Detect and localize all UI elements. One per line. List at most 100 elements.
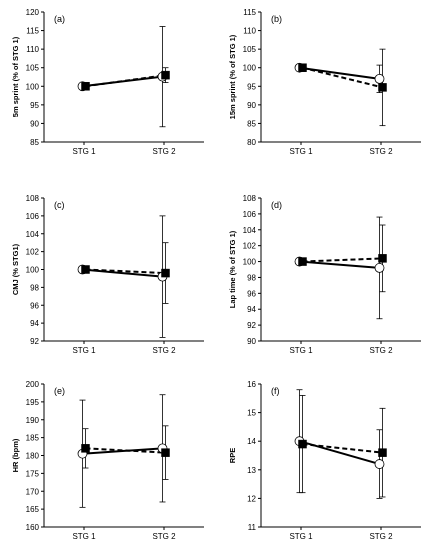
- x-tick-label: STG 2: [152, 346, 176, 355]
- x-tick-label: STG 2: [369, 532, 393, 541]
- y-tick-label: 110: [243, 27, 256, 36]
- y-tick-label: 85: [247, 119, 256, 128]
- y-tick-label: 12: [247, 494, 256, 503]
- data-point-filled-square: [298, 257, 307, 266]
- x-tick-label: STG 2: [152, 147, 176, 156]
- data-point-filled-square: [161, 448, 170, 457]
- x-tick-label: STG 2: [152, 532, 176, 541]
- data-point-open-circle: [374, 73, 385, 84]
- y-axis-label: CMJ (% STG1): [11, 243, 20, 295]
- y-axis-label: 15m sprint (% of STG 1): [228, 34, 237, 119]
- y-tick-label: 100: [243, 64, 257, 73]
- y-axis-label: RPE: [228, 448, 237, 463]
- panel-label: (b): [271, 14, 282, 24]
- y-tick-label: 90: [247, 101, 256, 110]
- y-tick-label: 94: [30, 319, 39, 328]
- data-point-open-circle: [374, 263, 385, 273]
- data-point-open-circle: [374, 459, 385, 469]
- panel-1: 85 90 95 100 105 110 115 120 STG 1 STG 2 (a) 5m spr…: [11, 8, 204, 156]
- y-tick-label: 104: [26, 230, 40, 239]
- data-point-filled-square: [81, 82, 90, 91]
- y-tick-label: 92: [247, 321, 256, 330]
- y-tick-label: 15: [247, 409, 256, 418]
- panel-label: (d): [271, 200, 282, 210]
- data-point-filled-square: [378, 254, 387, 263]
- y-tick-label: 170: [26, 487, 40, 496]
- series-line-dashed: [302, 257, 383, 263]
- panel-label: (e): [54, 386, 65, 396]
- y-tick-label: 120: [26, 8, 40, 17]
- y-tick-label: 115: [26, 27, 39, 36]
- y-tick-label: 100: [26, 82, 40, 91]
- y-tick-label: 96: [30, 301, 39, 310]
- y-tick-label: 80: [247, 138, 256, 147]
- y-tick-label: 175: [26, 469, 40, 478]
- panel-4: 90 92 94 96 98 100 102 104 106 108 STG 1 STG 2 (d) La…: [228, 194, 421, 355]
- data-point-filled-square: [298, 63, 307, 72]
- y-tick-label: 100: [26, 266, 40, 275]
- y-tick-label: 85: [30, 138, 39, 147]
- y-tick-label: 11: [248, 523, 257, 532]
- y-axis-label: 5m sprint (% of STG 1): [11, 36, 20, 117]
- y-tick-label: 185: [26, 434, 40, 443]
- y-tick-label: 13: [247, 466, 256, 475]
- series-line-dashed: [85, 74, 166, 88]
- panel-6: 11 12 13 14 15 16 STG 1 STG 2 (f) RPE: [228, 380, 421, 541]
- y-tick-label: 105: [26, 64, 40, 73]
- data-point-filled-square: [161, 70, 170, 80]
- y-tick-label: 106: [243, 210, 257, 219]
- y-tick-label: 100: [243, 258, 257, 267]
- data-point-filled-square: [81, 444, 90, 453]
- y-tick-label: 110: [26, 45, 39, 54]
- y-axis-label: HR (bpm): [11, 438, 20, 472]
- x-tick-label: STG 1: [289, 147, 313, 156]
- y-tick-label: 16: [247, 380, 256, 389]
- y-tick-label: 180: [26, 452, 40, 461]
- panel-2: 80 85 90 95 100 105 110 115 STG 1 STG 2 (b) 15m spr…: [228, 8, 421, 156]
- y-tick-label: 102: [26, 248, 40, 257]
- x-tick-label: STG 2: [369, 147, 393, 156]
- data-point-filled-square: [298, 439, 307, 449]
- panel-label: (f): [271, 386, 280, 396]
- x-tick-label: STG 1: [72, 346, 96, 355]
- x-tick-label: STG 1: [72, 147, 96, 156]
- x-tick-label: STG 2: [369, 346, 393, 355]
- y-tick-label: 195: [26, 398, 40, 407]
- y-tick-label: 92: [30, 337, 39, 346]
- panel-3: 92 94 96 98 100 102 104 106 108 STG 1 STG 2 (c) CMJ …: [11, 194, 204, 355]
- y-tick-label: 160: [26, 523, 40, 532]
- series-line-dashed: [302, 66, 383, 89]
- y-tick-label: 115: [243, 8, 256, 17]
- series-line-solid: [299, 260, 380, 269]
- x-tick-label: STG 1: [72, 532, 96, 541]
- data-point-filled-square: [161, 268, 170, 278]
- y-tick-label: 165: [26, 505, 40, 514]
- y-tick-label: 102: [243, 242, 257, 251]
- y-axis-label: Lap time (% of STG 1): [228, 230, 237, 308]
- y-tick-label: 98: [247, 273, 256, 282]
- panel-label: (c): [54, 200, 65, 210]
- y-tick-label: 96: [247, 289, 256, 298]
- series-line-dashed: [85, 447, 166, 454]
- series-line-solid: [82, 447, 163, 455]
- y-tick-label: 90: [247, 337, 256, 346]
- y-tick-label: 104: [243, 226, 257, 235]
- data-point-filled-square: [378, 448, 387, 457]
- data-point-filled-square: [81, 265, 90, 274]
- data-point-filled-square: [378, 83, 387, 92]
- series-line-dashed: [85, 268, 166, 275]
- x-tick-label: STG 1: [289, 532, 313, 541]
- y-tick-label: 108: [243, 194, 257, 203]
- y-tick-label: 90: [30, 119, 39, 128]
- y-tick-label: 95: [30, 101, 39, 110]
- series-line-dashed: [302, 443, 383, 454]
- panel-5: 160 165 170 175 180 185 190 195 200 STG 1 STG 2 (e)…: [11, 380, 204, 541]
- y-tick-label: 108: [26, 194, 40, 203]
- y-tick-label: 105: [243, 45, 257, 54]
- y-tick-label: 106: [26, 212, 40, 221]
- y-tick-label: 14: [247, 437, 256, 446]
- y-tick-label: 190: [26, 416, 40, 425]
- y-tick-label: 95: [247, 82, 256, 91]
- x-tick-label: STG 1: [289, 346, 313, 355]
